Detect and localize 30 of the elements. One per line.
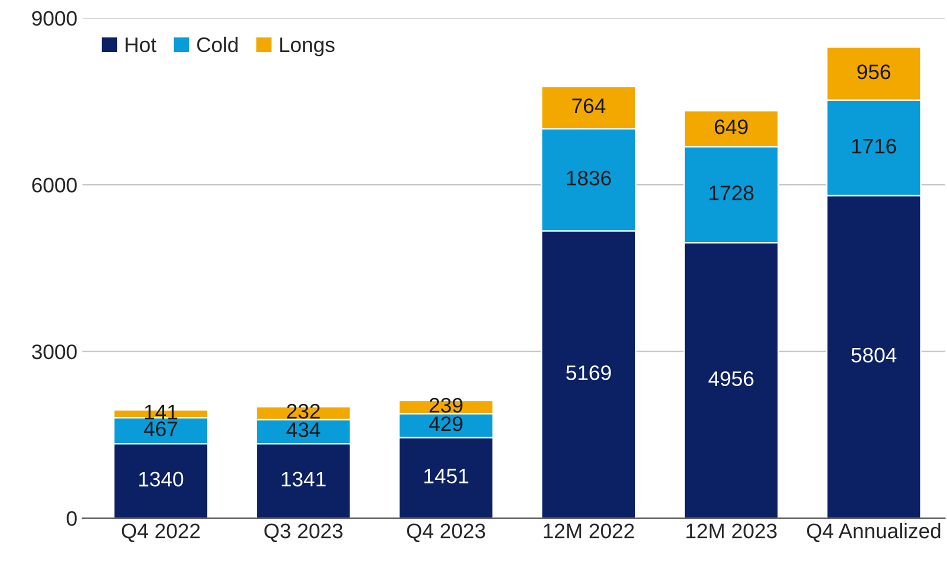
x-tick-label: Q4 Annualized [807,523,940,542]
x-tick-label: Q3 2023 [264,524,342,542]
data-label: 1728 [710,186,754,200]
data-label: 5804 [851,348,896,362]
y-tick-label: 9000 [32,10,77,26]
x-tick-label: 12M 2023 [686,524,777,538]
y-tick-label: 6000 [32,178,77,192]
data-label: 1451 [424,468,468,484]
data-label: 5169 [566,365,611,380]
data-label: 467 [144,422,178,436]
data-label: 1716 [852,138,896,154]
data-label: 1341 [282,472,326,486]
x-tick-label: 12M 2022 [544,524,634,538]
data-label: 232 [287,404,320,419]
legend-label: Hot [126,38,156,52]
data-label: 764 [572,98,606,114]
x-tick-label: Q4 2023 [407,524,486,542]
data-label: 4956 [708,371,754,386]
y-tick-label: 0 [66,511,77,526]
data-label: 239 [430,398,462,413]
legend-label: Cold [197,36,238,52]
data-label: 429 [429,416,462,432]
legend-label: Longs [280,38,334,56]
x-tick-label: Q4 2022 [122,524,200,542]
y-tick-label: 3000 [32,344,77,360]
data-label: 1836 [567,170,611,186]
data-label: 434 [286,422,320,438]
data-label: 1340 [139,472,184,487]
data-label: 649 [714,120,748,134]
data-label: 956 [857,64,890,80]
